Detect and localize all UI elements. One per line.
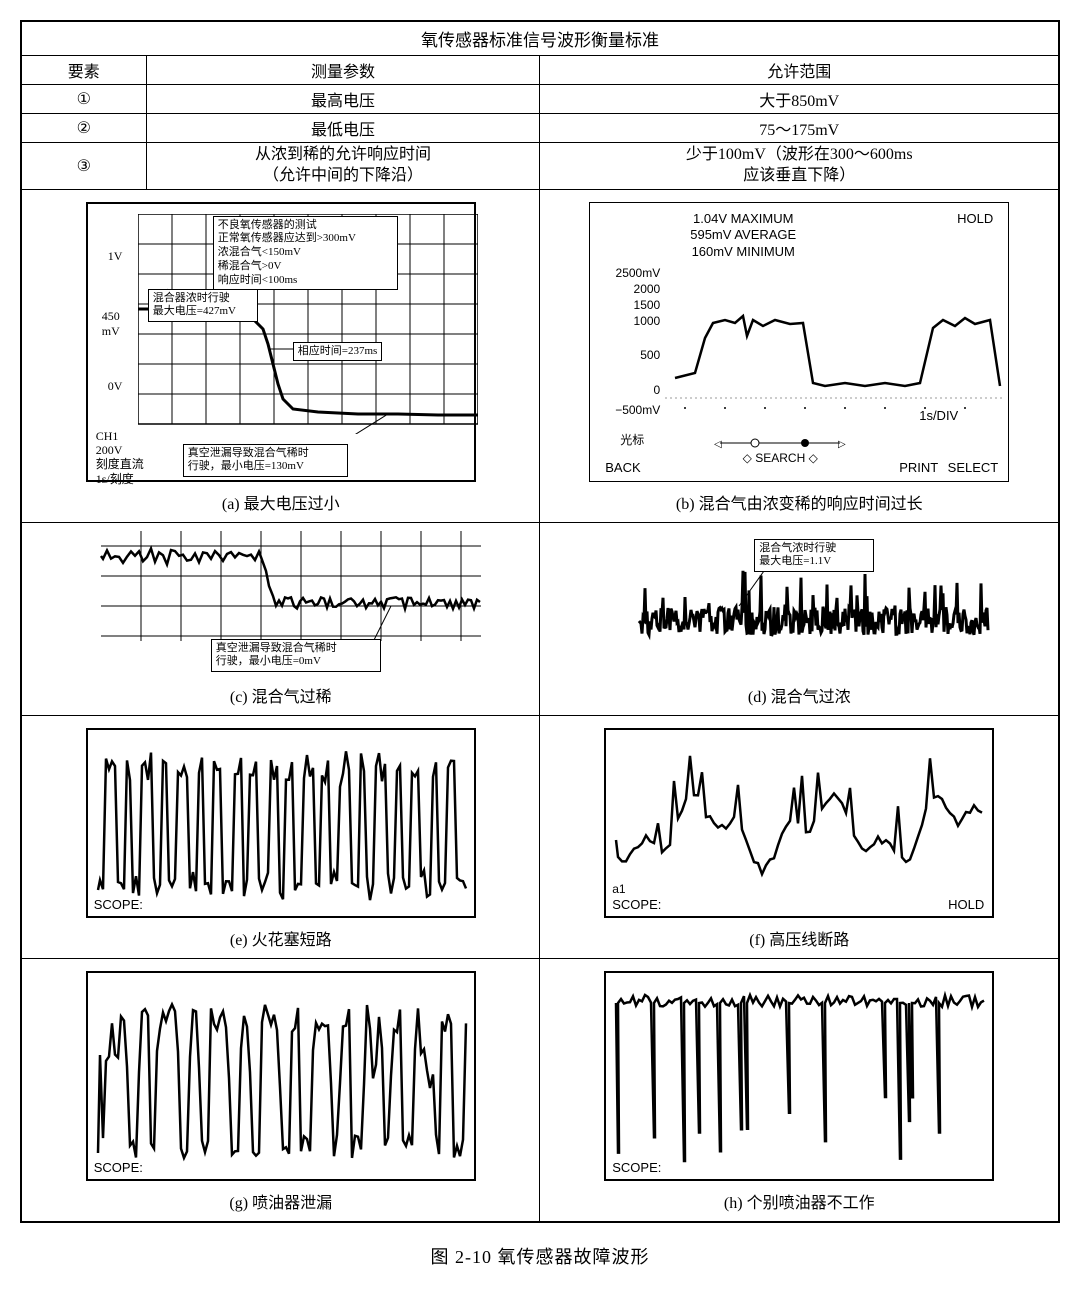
panel-h-label: SCOPE: [612,1160,661,1175]
panel-b-cell: 1.04V MAXIMUM595mV AVERAGE160mV MINIMUM … [540,189,1059,522]
panel-b-search: ◁▷ ◇ SEARCH ◇ [710,435,850,465]
panel-b-print: PRINT [899,460,938,475]
panel-b-select: SELECT [948,460,999,475]
panel-f-hold: HOLD [948,897,984,912]
panel-h-cell: SCOPE: (h) 个别喷油器不工作 [540,958,1059,1222]
table-title: 氧传感器标准信号波形衡量标准 [21,21,1059,56]
row3-id: ③ [21,143,146,190]
row1-id: ① [21,85,146,114]
panel-g-scope: SCOPE: [86,971,476,1181]
row2-range: 75～175mV [540,114,1059,143]
panel-b-xdiv: 1s/DIV [919,408,958,423]
panel-a-scope: 不良氧传感器的测试正常氧传感器应达到>300mV 浓混合气<150mV稀混合气>… [86,202,476,482]
panel-a-y3: mV [102,324,120,339]
panel-a-y2: 450 [102,309,120,324]
panel-c-caption: (c) 混合气过稀 [230,683,332,707]
svg-text:▷: ▷ [838,439,846,450]
header-param: 测量参数 [146,56,540,85]
panel-c-info: 真空泄漏导致混合气稀时行驶，最小电压=0mV [211,639,381,673]
panel-g-caption: (g) 喷油器泄漏 [229,1189,332,1213]
panel-f-a1: a1 [612,882,625,896]
panel-d-scope: 混合气浓时行驶最大电压=1.1V [589,531,1009,681]
panel-h-caption: (h) 个别喷油器不工作 [724,1189,875,1213]
panel-b-hold: HOLD [957,211,993,226]
row2-param: 最低电压 [146,114,540,143]
panel-f-cell: a1 SCOPE: HOLD (f) 高压线断路 [540,715,1059,958]
panel-g-label: SCOPE: [94,1160,143,1175]
panel-a-caption: (a) 最大电压过小 [222,490,340,514]
panel-g-cell: SCOPE: (g) 喷油器泄漏 [21,958,540,1222]
panel-a-y1: 1V [108,249,123,264]
panel-e-label: SCOPE: [94,897,143,912]
panel-b-back: BACK [605,460,640,475]
panel-d-caption: (d) 混合气过浓 [748,683,851,707]
panel-b-wave [665,268,1005,418]
row2-id: ② [21,114,146,143]
panel-a-info4: 真空泄漏导致混合气稀时行驶，最小电压=130mV [183,444,348,478]
panel-d-cell: 混合气浓时行驶最大电压=1.1V (d) 混合气过浓 [540,522,1059,715]
row1-range: 大于850mV [540,85,1059,114]
panel-a-cell: 不良氧传感器的测试正常氧传感器应达到>300mV 浓混合气<150mV稀混合气>… [21,189,540,522]
panel-e-scope: SCOPE: [86,728,476,918]
panel-e-cell: SCOPE: (e) 火花塞短路 [21,715,540,958]
panel-a-info3: 相应时间=237ms [293,342,383,362]
panel-e-caption: (e) 火花塞短路 [230,926,332,950]
header-element: 要素 [21,56,146,85]
row1-param: 最高电压 [146,85,540,114]
panel-f-scope: a1 SCOPE: HOLD [604,728,994,918]
panel-h-scope: SCOPE: [604,971,994,1181]
panel-a-ch: CH1200V 刻度直流1s/刻度 [96,429,144,487]
panel-b-yticks: 2500mV2000 15001000 500 0 −500mV [605,265,660,418]
standards-table: 氧传感器标准信号波形衡量标准 要素 测量参数 允许范围 ① 最高电压 大于850… [20,20,1060,1223]
panel-b-top: 1.04V MAXIMUM595mV AVERAGE160mV MINIMUM [690,211,796,262]
header-range: 允许范围 [540,56,1059,85]
panel-f-caption: (f) 高压线断路 [749,926,849,950]
panel-c-scope: 真空泄漏导致混合气稀时行驶，最小电压=0mV [71,531,491,681]
figure-caption: 图 2-10 氧传感器故障波形 [20,1243,1060,1269]
panel-a-y4: 0V [108,379,123,394]
row3-param: 从浓到稀的允许响应时间 （允许中间的下降沿） [146,143,540,190]
panel-b-caption: (b) 混合气由浓变稀的响应时间过长 [676,490,923,514]
row3-range: 少于100mV（波形在300～600ms 应该垂直下降） [540,143,1059,190]
svg-text:◁: ◁ [714,439,722,450]
panel-c-cell: 真空泄漏导致混合气稀时行驶，最小电压=0mV (c) 混合气过稀 [21,522,540,715]
panel-d-info: 混合气浓时行驶最大电压=1.1V [754,539,874,573]
panel-f-label: SCOPE: [612,897,661,912]
panel-a-info1: 不良氧传感器的测试正常氧传感器应达到>300mV 浓混合气<150mV稀混合气>… [213,216,398,291]
panel-b-cursor: 光标 [620,431,644,448]
panel-b-scope: 1.04V MAXIMUM595mV AVERAGE160mV MINIMUM … [589,202,1009,482]
panel-a-info2: 混合器浓时行驶最大电压=427mV [148,289,258,323]
